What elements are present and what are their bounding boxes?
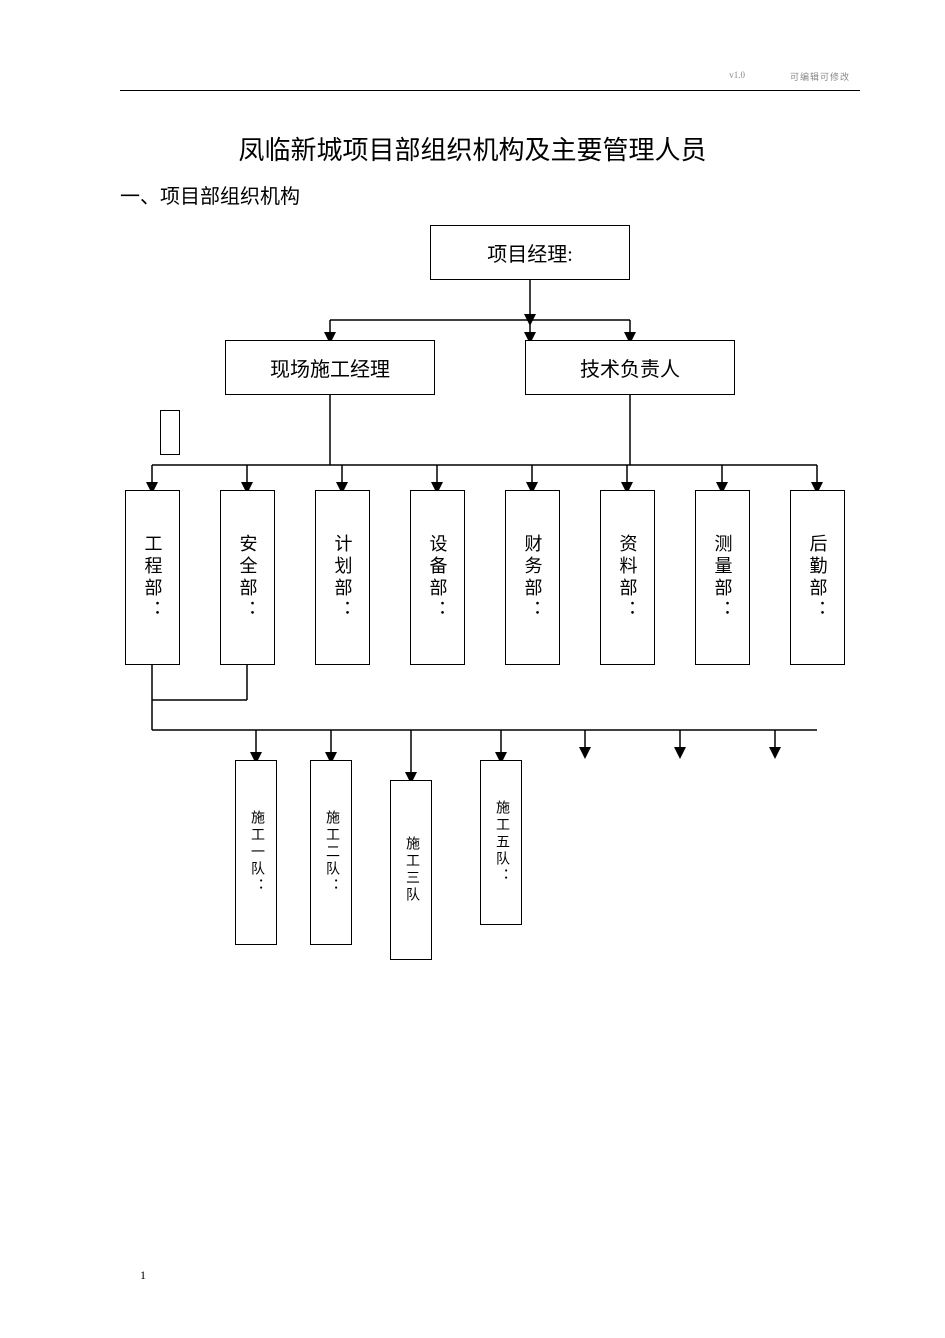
node-tech-lead: 技术负责人 [525,340,735,395]
node-team-5: 施工五队： [480,760,522,925]
node-team-3: 施工三队 [390,780,432,960]
node-dept-equipment: 设备部： [410,490,465,665]
node-dept-finance: 财务部： [505,490,560,665]
node-empty-side [160,410,180,455]
node-dept-logistics: 后勤部： [790,490,845,665]
node-project-manager: 项目经理: [430,225,630,280]
node-dept-survey: 测量部： [695,490,750,665]
node-dept-engineering: 工程部： [125,490,180,665]
org-chart: 项目经理: 现场施工经理 技术负责人 工程部： 安全部： 计划部： 设备部： 财… [0,0,945,1338]
document-page: v1.0 可编辑可修改 凤临新城项目部组织机构及主要管理人员 一、项目部组织机构 [0,0,945,1338]
node-team-2: 施工二队： [310,760,352,945]
node-team-1: 施工一队： [235,760,277,945]
connector-lines [0,0,945,1338]
node-site-manager: 现场施工经理 [225,340,435,395]
node-dept-planning: 计划部： [315,490,370,665]
page-number: 1 [140,1268,146,1283]
node-dept-safety: 安全部： [220,490,275,665]
node-dept-documents: 资料部： [600,490,655,665]
